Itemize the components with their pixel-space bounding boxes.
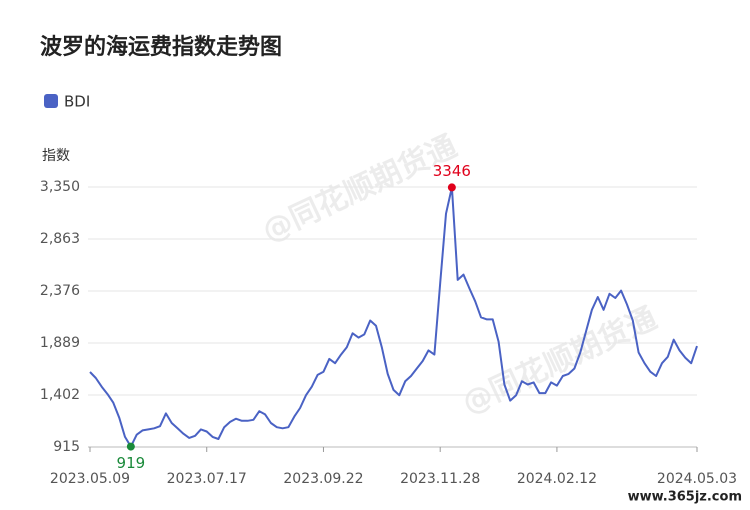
x-tick-label: 2024.05.03 [657, 471, 737, 487]
watermark: www.365jz.com [628, 490, 742, 505]
x-tick-label: 2023.05.09 [50, 471, 130, 487]
chart-title: 波罗的海运费指数走势图 [40, 34, 282, 60]
y-tick-label: 915 [53, 439, 80, 455]
min-label: 919 [117, 454, 146, 472]
legend-swatch [44, 94, 58, 108]
x-tick-label: 2023.09.22 [283, 471, 363, 487]
min-point [126, 442, 135, 451]
y-tick-label: 1,402 [40, 387, 80, 403]
y-tick-label: 1,889 [40, 335, 80, 351]
x-tick-label: 2024.02.12 [517, 471, 597, 487]
x-tick-label: 2023.07.17 [167, 471, 247, 487]
watermark: @同花顺期货通 [257, 129, 462, 249]
data-line [89, 186, 698, 448]
max-label: 3346 [433, 162, 471, 180]
x-tick-label: 2023.11.28 [400, 471, 480, 487]
y-tick-label: 2,376 [40, 283, 80, 299]
y-tick-label: 2,863 [40, 231, 80, 247]
y-tick-label: 3,350 [40, 179, 80, 195]
max-point [447, 183, 456, 192]
legend-label: BDI [64, 93, 90, 111]
y-axis-label: 指数 [42, 148, 70, 164]
